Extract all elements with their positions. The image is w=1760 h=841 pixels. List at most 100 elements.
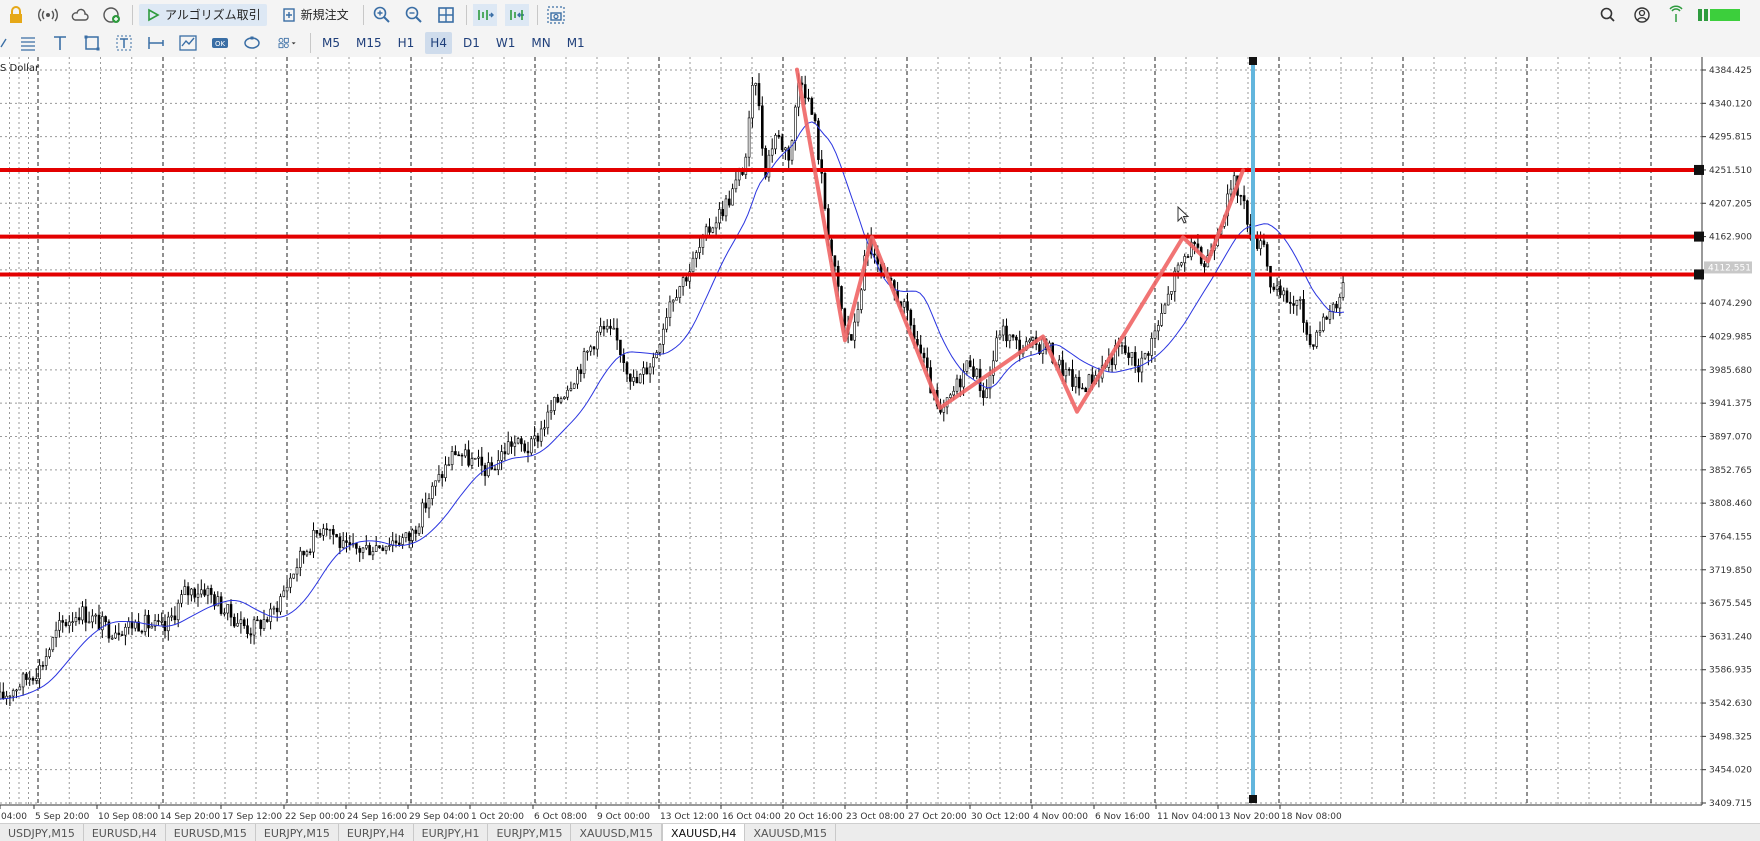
candle-body: [450, 451, 454, 465]
candle-body: [8, 695, 12, 698]
candle-body: [1285, 290, 1289, 303]
candle-body: [1170, 291, 1173, 295]
search-icon[interactable]: [1596, 4, 1620, 26]
candle-body: [965, 360, 969, 372]
candle-body: [269, 608, 272, 622]
timeframe-mn[interactable]: MN: [531, 36, 551, 50]
chart-tab[interactable]: EURJPY,M15: [256, 824, 339, 841]
candle-body: [58, 620, 61, 631]
candle-body: [543, 427, 546, 430]
chart-tab[interactable]: USDJPY,M15: [0, 824, 84, 841]
time-label: 22 Sep 00:00: [285, 812, 345, 822]
candle-body: [1160, 313, 1163, 326]
candle-body: [213, 594, 216, 607]
candle-body: [553, 397, 556, 411]
drawing-toolbar: OK M5 M15 H1 H4 D1 W1 MN M1: [0, 29, 1760, 58]
candle-body: [1008, 334, 1012, 342]
time-label: 20 Oct 16:00: [784, 812, 843, 822]
candle-body: [193, 588, 196, 598]
text-tool-icon[interactable]: [48, 32, 72, 54]
chart-tab[interactable]: EURJPY,H4: [339, 824, 414, 841]
chart-tab[interactable]: EURJPY,M15: [488, 824, 572, 841]
chart-symbol-label: S Dollar: [0, 63, 40, 74]
text-label-tool-icon[interactable]: [112, 32, 136, 54]
timeframe-m5[interactable]: M5: [322, 36, 340, 50]
timeframe-m15[interactable]: M15: [356, 36, 382, 50]
candle-body: [312, 530, 315, 553]
new-order-button[interactable]: 新規注文: [275, 4, 355, 26]
candle-body: [424, 502, 428, 509]
price-label: 3764.155: [1709, 532, 1752, 542]
candle-body: [757, 83, 761, 107]
account-icon[interactable]: [1630, 4, 1654, 26]
candle-body: [704, 226, 708, 236]
level-handle: [1694, 164, 1704, 175]
fibonacci-tool-icon[interactable]: [16, 32, 40, 54]
candle-body: [84, 606, 88, 623]
candle-body: [434, 480, 437, 487]
screenshot-icon[interactable]: [544, 4, 568, 26]
timeframe-w1[interactable]: W1: [495, 36, 516, 50]
chart-tab[interactable]: XAUUSD,M15: [571, 824, 663, 841]
level-handle: [1694, 231, 1704, 242]
zoom-out-icon[interactable]: [402, 4, 426, 26]
candle-body: [305, 551, 309, 556]
cloud-icon[interactable]: [68, 4, 92, 26]
candle-body: [1166, 293, 1170, 306]
ok-label-tool-icon[interactable]: OK: [208, 32, 232, 54]
candle-body: [1295, 299, 1299, 306]
chart-tab[interactable]: EURJPY,H1: [414, 824, 489, 841]
candle-body: [1173, 270, 1177, 292]
candle-body: [104, 616, 107, 623]
candle-body: [1074, 376, 1078, 387]
candle-body: [18, 686, 22, 691]
chart-tab[interactable]: XAUUSD,M15: [745, 824, 837, 841]
timeframe-d1[interactable]: D1: [462, 36, 480, 50]
candle-body: [285, 586, 289, 592]
timeframe-h1[interactable]: H1: [397, 36, 415, 50]
zoom-in-icon[interactable]: [370, 4, 394, 26]
tile-windows-icon[interactable]: [434, 4, 458, 26]
channel-tool-icon[interactable]: [144, 32, 168, 54]
lock-icon[interactable]: [4, 4, 28, 26]
candle-body: [1137, 365, 1140, 373]
candle-body: [503, 451, 507, 455]
candle-body: [718, 209, 721, 224]
chart-shift-icon[interactable]: [472, 3, 497, 26]
rectangle-tool-icon[interactable]: [80, 32, 104, 54]
candle-body: [401, 537, 404, 545]
line-tool-icon[interactable]: [0, 32, 8, 54]
candle-body: [473, 457, 477, 460]
chart-tab[interactable]: EURUSD,H4: [84, 824, 166, 841]
candle-body: [1315, 331, 1318, 347]
candle-body: [615, 327, 619, 341]
candle-body: [249, 633, 253, 636]
candle-body: [233, 616, 236, 627]
algo-trading-button[interactable]: アルゴリズム取引: [139, 3, 267, 26]
chart-tab[interactable]: XAUUSD,H4: [662, 824, 746, 841]
level-handle: [1694, 269, 1704, 280]
candle-body: [404, 532, 408, 538]
candle-body: [1229, 188, 1233, 195]
timeframe-h4[interactable]: H4: [425, 32, 452, 54]
candle-body: [648, 366, 652, 375]
shapes-dropdown-icon[interactable]: [272, 32, 302, 54]
time-label: 9 Oct 00:00: [597, 812, 650, 822]
auto-scroll-icon[interactable]: [504, 3, 529, 26]
candle-body: [153, 620, 157, 627]
signal-icon[interactable]: [36, 4, 60, 26]
candle-body: [628, 373, 632, 382]
time-label: 10 Sep 08:00: [98, 812, 158, 822]
candle-body: [731, 188, 734, 206]
ellipse-tool-icon[interactable]: [240, 32, 264, 54]
chart-tab[interactable]: EURUSD,M15: [166, 824, 256, 841]
candle-body: [1143, 353, 1147, 359]
candle-body: [529, 438, 533, 454]
indicator-tool-icon[interactable]: [176, 32, 200, 54]
candle-body: [727, 198, 731, 206]
candle-body: [355, 543, 358, 549]
price-chart[interactable]: 4384.425 4340.120 4295.815 4251.510 4207.205…: [0, 57, 1760, 823]
timeframe-m1[interactable]: M1: [566, 36, 585, 50]
price-label: 3897.070: [1709, 433, 1752, 443]
add-market-icon[interactable]: [100, 4, 124, 26]
